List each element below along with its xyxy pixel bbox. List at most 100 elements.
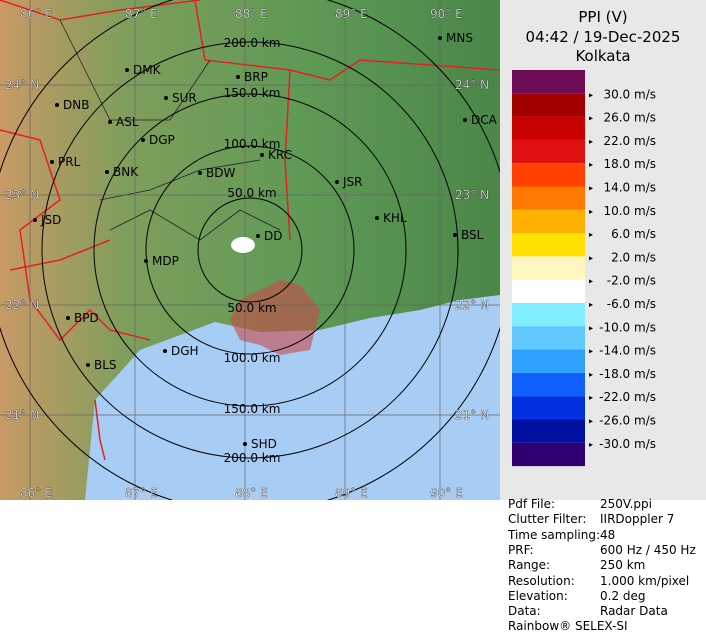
range-rings [0, 0, 500, 500]
info-value: IIRDoppler 7 [600, 512, 675, 527]
legend-swatch [512, 349, 585, 373]
lon-label: 87° E [125, 7, 158, 21]
city-label: DMK [133, 63, 162, 77]
lat-label: 24° N [455, 78, 489, 92]
info-key: Time sampling: [508, 527, 601, 542]
legend-swatch [512, 186, 585, 210]
legend-swatch [512, 70, 585, 94]
info-key: Clutter Filter: [508, 512, 587, 527]
city-label: KRC [268, 148, 292, 162]
lat-label: 23° N [455, 188, 489, 202]
info-key: PRF: [508, 542, 534, 557]
legend-marker: ▸ [589, 370, 593, 379]
legend-marker: ▸ [589, 417, 593, 426]
legend-label: -22.0 m/s [599, 390, 656, 404]
legend-label: -14.0 m/s [599, 344, 656, 358]
info-key: Data: [508, 604, 541, 619]
legend-marker: ▸ [589, 230, 593, 239]
legend-swatch [512, 419, 585, 443]
legend-swatch [512, 372, 585, 397]
city-dot [55, 103, 59, 107]
city-dot [125, 68, 129, 72]
lat-label: 21° N [5, 408, 39, 422]
info-key: Resolution: [508, 573, 575, 588]
city-dot [335, 180, 339, 184]
city-label: JSR [342, 175, 363, 189]
legend-marker: ▸ [589, 90, 593, 99]
legend-swatch [512, 256, 585, 280]
info-value: 0.2 deg [600, 588, 646, 603]
range-label: 200.0 km [224, 36, 281, 50]
city-label: BLS [94, 358, 117, 372]
legend-swatch [512, 279, 585, 303]
city-dot [375, 216, 379, 220]
city-label: PRL [58, 155, 81, 169]
city-dot [453, 233, 457, 237]
info-value: 250 km [600, 558, 646, 573]
legend-swatch [512, 116, 585, 140]
legend-marker: ▸ [589, 347, 593, 356]
info-value: 250V.ppi [600, 497, 652, 511]
range-label: 100.0 km [224, 351, 281, 365]
legend-label: 6.0 m/s [611, 227, 656, 241]
station: Kolkata [575, 47, 630, 65]
legend-label: -30.0 m/s [599, 437, 656, 451]
lat-label: 23° N [5, 188, 39, 202]
legend-label: 2.0 m/s [611, 250, 656, 264]
city-dot [105, 170, 109, 174]
lat-label: 21° N [455, 408, 489, 422]
lat-label: 24° N [5, 78, 39, 92]
legend-marker: ▸ [589, 160, 593, 169]
legend-swatch [512, 163, 585, 187]
legend-swatch [512, 233, 585, 257]
legend-swatch [512, 139, 585, 164]
range-label: 150.0 km [224, 86, 281, 100]
legend-label: -26.0 m/s [599, 414, 656, 428]
city-label: DGP [149, 133, 175, 147]
city-dot [256, 234, 260, 238]
legend-swatch [512, 303, 585, 327]
legend-label: 30.0 m/s [603, 87, 656, 101]
city-label: SUR [172, 91, 197, 105]
lon-label: 88° E [235, 7, 268, 21]
city-dot [463, 118, 467, 122]
legend-marker: ▸ [589, 253, 593, 262]
lon-label: 90° E [430, 486, 463, 500]
echo [231, 237, 255, 253]
legend-swatch [512, 396, 585, 420]
city-label: BDW [206, 166, 235, 180]
city-dot [86, 363, 90, 367]
legend-label: 22.0 m/s [603, 134, 656, 148]
city-dot [50, 160, 54, 164]
info-key: Elevation: [508, 588, 568, 603]
city-label: KHL [383, 211, 407, 225]
range-label: 50.0 km [227, 301, 276, 315]
city-dot [198, 171, 202, 175]
info-key: Pdf File: [508, 497, 556, 511]
legend-panel: PPI (V) 04:42 / 19-Dec-2025 Kolkata ▸ 30.… [500, 0, 706, 500]
sundarbans [230, 280, 320, 355]
legend-marker: ▸ [589, 137, 593, 146]
city-label: MNS [446, 31, 473, 45]
city-dot [438, 36, 442, 40]
legend-label: -10.0 m/s [599, 320, 656, 334]
city-label: DGH [171, 344, 199, 358]
lon-label: 90° E [430, 7, 463, 21]
lon-label: 86° E [20, 7, 53, 21]
city-label: BNK [113, 165, 139, 179]
legend-marker: ▸ [589, 393, 593, 402]
footer: Rainbow® SELEX-SI [508, 619, 628, 633]
range-label: 50.0 km [227, 186, 276, 200]
time: 04:42 / 19-Dec-2025 [526, 28, 681, 46]
legend-marker: ▸ [589, 277, 593, 286]
info-key: Range: [508, 558, 551, 573]
city-dot [108, 120, 112, 124]
legend-label: -18.0 m/s [599, 367, 656, 381]
legend-marker: ▸ [589, 207, 593, 216]
city-dot [243, 442, 247, 446]
legend-marker: ▸ [589, 184, 593, 193]
city-label: DNB [63, 98, 89, 112]
legend-swatch [512, 442, 585, 467]
lon-label: 87° E [125, 486, 158, 500]
